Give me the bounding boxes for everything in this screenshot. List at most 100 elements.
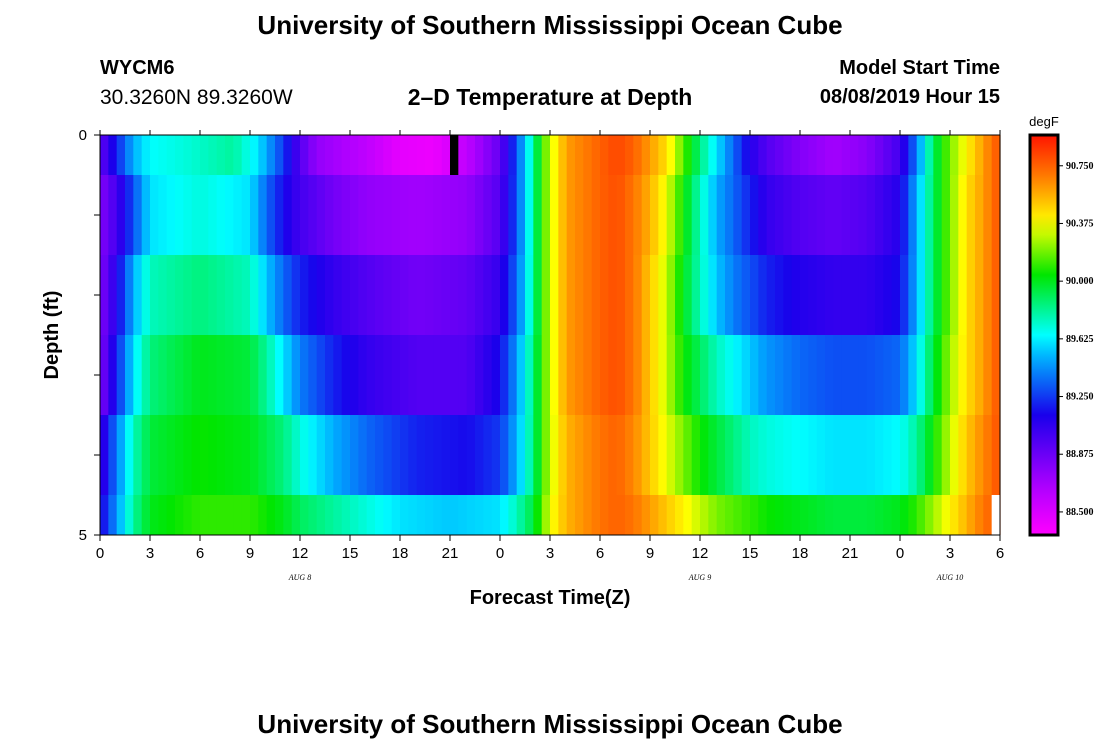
heatmap-cell <box>925 495 934 535</box>
heatmap-cell <box>125 335 134 415</box>
heatmap-cell <box>916 175 926 255</box>
heatmap-cell <box>383 415 393 495</box>
heatmap-cell <box>441 135 451 175</box>
colorbar-tick-label: 90.000 <box>1066 276 1094 287</box>
heatmap-cell <box>100 255 109 335</box>
heatmap-cell <box>508 175 518 255</box>
heatmap-cell <box>183 135 193 175</box>
heatmap-cell <box>783 415 793 495</box>
heatmap-cell <box>283 135 293 175</box>
heatmap-cell <box>250 415 259 495</box>
heatmap-cell <box>666 335 676 415</box>
heatmap-cell <box>858 135 868 175</box>
heatmap-cell <box>566 335 576 415</box>
heatmap-cell <box>450 255 459 335</box>
heatmap-cell <box>108 255 118 335</box>
heatmap-cell <box>133 495 143 535</box>
x-tick-label: 6 <box>196 545 204 562</box>
heatmap-cell <box>258 255 268 335</box>
heatmap-cell <box>858 415 868 495</box>
heatmap-cell <box>983 335 993 415</box>
x-tick-label: 21 <box>842 545 859 562</box>
heatmap-cell <box>200 415 209 495</box>
heatmap-cell <box>583 135 593 175</box>
heatmap-cell <box>408 335 418 415</box>
heatmap-cell <box>550 255 559 335</box>
heatmap-cell <box>800 495 809 535</box>
heatmap-cell <box>183 495 193 535</box>
heatmap-cell <box>241 175 251 255</box>
heatmap-cell <box>450 175 459 255</box>
heatmap-cell <box>808 335 818 415</box>
heatmap-cell <box>216 135 226 175</box>
heatmap-cell <box>291 135 301 175</box>
heatmap-cell <box>466 175 476 255</box>
x-tick-label: 0 <box>96 545 104 562</box>
heatmap-cell <box>791 175 801 255</box>
heatmap-cell <box>625 255 634 335</box>
heatmap-cell <box>700 415 709 495</box>
heatmap-cell <box>191 255 201 335</box>
heatmap-cell <box>266 255 276 335</box>
heatmap-cell <box>391 255 401 335</box>
heatmap-cell <box>275 135 284 175</box>
heatmap-cell <box>758 255 768 335</box>
heatmap-cell <box>366 495 376 535</box>
heatmap-cell <box>208 255 218 335</box>
heatmap-cell <box>341 335 351 415</box>
heatmap-cell <box>691 335 701 415</box>
heatmap-cell <box>941 135 951 175</box>
heatmap-cell <box>758 415 768 495</box>
heatmap-cell <box>425 255 434 335</box>
heatmap-cell <box>700 175 709 255</box>
heatmap-cell <box>500 335 509 415</box>
heatmap-cell <box>708 175 718 255</box>
heatmap-cell <box>908 335 918 415</box>
heatmap-cell <box>941 255 951 335</box>
heatmap-cell <box>733 495 743 535</box>
heatmap-cell <box>383 335 393 415</box>
heatmap-cell <box>833 495 843 535</box>
heatmap-cell <box>691 495 701 535</box>
heatmap-cell <box>483 255 493 335</box>
heatmap-cell <box>100 175 109 255</box>
heatmap-cell <box>675 495 684 535</box>
heatmap-cell <box>325 135 334 175</box>
heatmap-cell <box>708 255 718 335</box>
heatmap-cell <box>191 175 201 255</box>
heatmap-cell <box>341 255 351 335</box>
heatmap-cell <box>800 135 809 175</box>
heatmap-cell <box>591 135 601 175</box>
heatmap-cell <box>575 335 584 415</box>
heatmap-cell <box>133 415 143 495</box>
heatmap-cell <box>425 335 434 415</box>
heatmap-cell <box>566 255 576 335</box>
heatmap-cell <box>483 495 493 535</box>
heatmap-cell <box>233 495 243 535</box>
heatmap-cell <box>516 175 526 255</box>
heatmap-cells <box>100 135 1001 535</box>
heatmap-cell <box>508 415 518 495</box>
heatmap-cell <box>466 335 476 415</box>
heatmap-cell <box>683 135 693 175</box>
heatmap-cell <box>825 415 834 495</box>
heatmap-cell <box>441 415 451 495</box>
heatmap-cell <box>741 175 751 255</box>
heatmap-cell <box>591 175 601 255</box>
heatmap-cell <box>950 415 959 495</box>
heatmap-cell <box>958 175 968 255</box>
heatmap-cell <box>533 255 543 335</box>
heatmap-cell <box>258 135 268 175</box>
heatmap-cell <box>508 335 518 415</box>
heatmap-cell <box>641 415 651 495</box>
heatmap-cell <box>925 175 934 255</box>
heatmap-cell <box>241 135 251 175</box>
heatmap-cell <box>500 255 509 335</box>
heatmap-cell <box>916 135 926 175</box>
heatmap-cell <box>800 415 809 495</box>
heatmap-cell <box>325 175 334 255</box>
heatmap-cell <box>533 495 543 535</box>
heatmap-cell <box>316 415 326 495</box>
heatmap-cell <box>491 335 501 415</box>
colorbar-tick-label: 88.500 <box>1066 507 1094 518</box>
